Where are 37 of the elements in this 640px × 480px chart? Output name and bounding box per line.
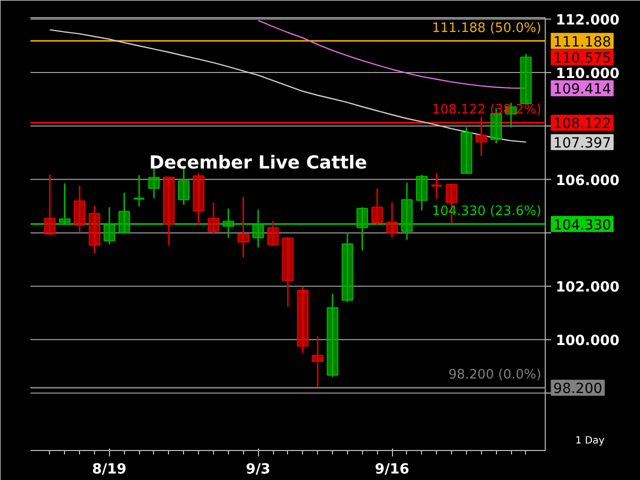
y-tick-label: 110.000 xyxy=(556,66,620,82)
y-tick-label: 102.000 xyxy=(556,280,620,296)
text: 110.575 xyxy=(553,50,612,67)
candlestick xyxy=(430,172,443,200)
candlestick xyxy=(104,206,116,246)
candlestick xyxy=(356,206,368,252)
candlestick xyxy=(237,196,250,258)
text: 104.330 xyxy=(553,218,612,234)
x-tick-label: 8/19 xyxy=(92,462,127,478)
text: 1 Day xyxy=(575,436,605,446)
y-tick-label: 112.000 xyxy=(556,12,620,29)
text: December Live Cattle xyxy=(149,152,368,174)
candlestick xyxy=(58,182,71,224)
y-tick-label: 100.000 xyxy=(556,333,620,350)
candlestick xyxy=(312,336,324,388)
text: 111.188 xyxy=(553,34,612,50)
candlestick xyxy=(252,209,264,248)
candlestick xyxy=(416,174,428,212)
candlestick xyxy=(386,201,398,238)
text: 109.414 xyxy=(553,82,612,98)
candlestick xyxy=(208,202,220,235)
candlestick xyxy=(132,174,146,208)
text: 98.200 xyxy=(553,381,602,398)
candlestick xyxy=(476,116,488,157)
x-tick-label: 9/16 xyxy=(374,462,410,478)
ref-line-label: 98.200 (0.0%) xyxy=(448,368,542,383)
candlestick xyxy=(371,188,383,226)
candlestick xyxy=(118,192,130,234)
text: 108.122 xyxy=(553,116,612,132)
ref-line-label: 111.188 (50.0%) xyxy=(432,20,542,36)
y-tick-label: 106.000 xyxy=(556,172,620,189)
text: 107.397 xyxy=(553,136,612,152)
candlestick xyxy=(148,167,160,200)
candlestick xyxy=(44,174,56,236)
x-tick-label: 9/3 xyxy=(246,462,270,478)
candlestick xyxy=(222,208,234,239)
candlestick xyxy=(267,220,279,246)
